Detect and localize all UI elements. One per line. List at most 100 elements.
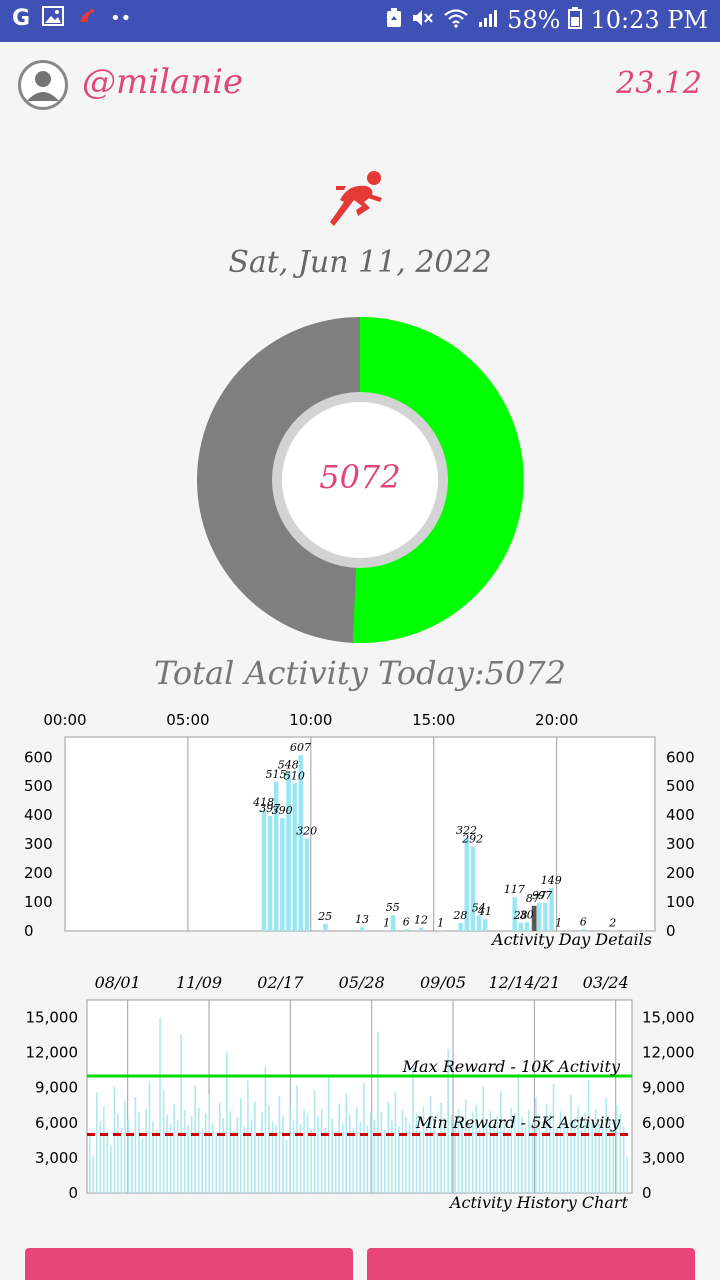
history-chart-y-tick-left: 0 <box>68 1184 78 1202</box>
day-chart-y-tick-left: 500 <box>24 777 53 795</box>
history-chart-bar <box>222 1118 225 1193</box>
day-chart-y-tick-right: 0 <box>666 922 676 940</box>
day-chart-x-tick: 00:00 <box>43 711 86 729</box>
history-chart-bar <box>366 1125 369 1193</box>
history-chart-bar <box>257 1133 260 1193</box>
history-chart-bar <box>496 1115 499 1193</box>
day-chart-bar-label: 28 <box>452 909 467 922</box>
history-chart-bar <box>299 1123 302 1193</box>
history-chart-bar <box>348 1114 351 1193</box>
day-chart-bar <box>292 783 297 931</box>
day-chart-bar-label: 292 <box>461 832 483 845</box>
history-chart-bar <box>429 1095 432 1193</box>
snap-pic-button[interactable] <box>367 1248 695 1280</box>
day-chart-bar <box>482 919 488 931</box>
day-chart-bar <box>323 923 328 931</box>
history-chart-bar <box>626 1156 629 1193</box>
history-chart-bar <box>169 1123 172 1193</box>
history-chart-bar <box>601 1115 604 1193</box>
history-chart-bar <box>538 1118 541 1193</box>
history-chart-bar <box>134 1097 137 1193</box>
history-chart-bar <box>320 1108 323 1193</box>
day-chart-bar <box>518 922 524 931</box>
history-chart-bar <box>338 1104 341 1193</box>
day-chart-bar <box>360 927 365 931</box>
history-chart-bar <box>461 1121 463 1193</box>
send-post-button[interactable] <box>25 1248 353 1280</box>
day-chart-bar-label: 607 <box>290 741 311 754</box>
day-chart-bar-label: 30 <box>520 908 534 921</box>
history-chart-bar <box>187 1125 189 1193</box>
day-chart-x-tick: 20:00 <box>535 711 578 729</box>
history-chart-bar <box>380 1112 383 1193</box>
history-chart-bar <box>391 1120 393 1193</box>
day-chart-y-tick-right: 500 <box>666 777 695 795</box>
history-chart-bar <box>500 1091 502 1193</box>
history-chart-bar <box>204 1113 207 1193</box>
history-chart-bar <box>598 1123 600 1193</box>
history-chart-bar <box>218 1102 221 1193</box>
day-chart-bar-label: 117 <box>504 883 525 896</box>
day-chart-bar-label: 1 <box>383 917 390 930</box>
day-chart-y-tick-left: 300 <box>24 835 53 853</box>
username[interactable]: @milanie <box>82 62 244 102</box>
donut-center <box>282 402 438 558</box>
history-chart-bar <box>454 1127 456 1193</box>
history-chart-bar <box>542 1132 544 1193</box>
google-icon: G <box>12 6 31 31</box>
history-chart-bar <box>422 1106 425 1193</box>
history-chart-bar <box>229 1111 232 1193</box>
day-chart-bar-label: 322 <box>456 824 477 837</box>
history-chart-bar <box>524 1126 527 1193</box>
day-chart-bar <box>273 781 279 931</box>
day-chart-bar-label: 54 <box>472 901 486 914</box>
history-chart-bar <box>141 1138 144 1193</box>
history-chart-bar <box>570 1094 572 1193</box>
history-chart-bar <box>180 1035 182 1193</box>
history-chart-bar <box>398 1126 400 1193</box>
history-chart-bar <box>345 1093 348 1193</box>
history-chart-bar <box>563 1121 565 1193</box>
history-chart-caption: Activity History Chart <box>448 1193 629 1212</box>
history-chart-bar <box>131 1134 133 1193</box>
day-chart-y-tick-right: 100 <box>666 893 695 911</box>
battery-icon <box>568 6 583 34</box>
history-chart-bar <box>194 1085 196 1193</box>
day-chart-bar-label: 320 <box>296 824 317 837</box>
history-chart-bar <box>264 1066 267 1193</box>
history-chart-bar <box>612 1131 615 1193</box>
history-chart-bar <box>89 1136 91 1193</box>
history-chart-bar <box>377 1031 379 1193</box>
day-chart-bar-label: 510 <box>284 769 305 782</box>
user-icon <box>21 63 65 107</box>
day-chart-bar <box>543 902 548 931</box>
battery-percent: 58% <box>507 6 561 34</box>
day-chart-bar <box>537 902 542 931</box>
history-chart-bar <box>566 1125 569 1193</box>
recycle-icon <box>385 7 403 33</box>
day-chart-bar-label: 97 <box>538 889 552 902</box>
history-chart-bar <box>464 1099 467 1193</box>
history-chart-bar <box>334 1132 337 1193</box>
history-chart-bar <box>405 1116 407 1193</box>
history-chart-bar <box>254 1101 256 1193</box>
more-icon: •• <box>110 8 132 29</box>
history-chart-bar <box>201 1128 203 1193</box>
history-chart-bar <box>412 1065 414 1193</box>
history-chart-y-tick-right: 12,000 <box>642 1044 695 1062</box>
history-chart-bar <box>475 1105 478 1193</box>
history-chart-bar <box>243 1126 246 1193</box>
history-chart-bar <box>138 1112 140 1193</box>
avatar[interactable] <box>18 60 68 110</box>
day-chart-y-tick-right: 200 <box>666 864 695 882</box>
history-chart-bar <box>521 1116 523 1193</box>
history-chart-bar <box>545 1104 548 1193</box>
history-chart-bar <box>384 1129 386 1193</box>
history-chart-bar <box>387 1101 390 1193</box>
history-chart-y-tick-right: 3,000 <box>642 1149 685 1167</box>
history-chart-bar <box>106 1132 109 1193</box>
day-chart-bar-label: 25 <box>317 910 332 923</box>
history-chart-bar <box>419 1131 421 1193</box>
day-chart-x-tick: 05:00 <box>166 711 209 729</box>
